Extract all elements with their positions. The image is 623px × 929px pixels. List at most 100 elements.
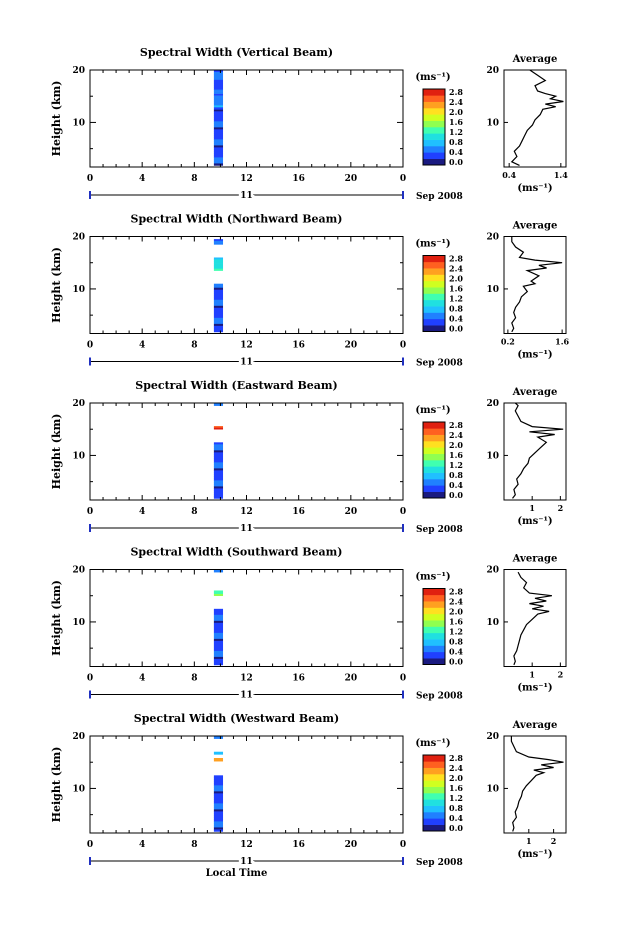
colorbar-swatch [423,114,445,121]
heatmap-cell [213,111,224,114]
average-frame [503,402,567,501]
colorbar-swatch [423,485,445,492]
average-y-tick-label: 10 [486,784,499,794]
heatmap-cell [213,569,224,573]
heatmap-cell [213,317,224,321]
heatmap-cell [213,775,224,778]
average-y-tick-label: 20 [486,566,499,576]
heatmap-cell [213,85,224,88]
heatmap-cell [213,610,224,614]
heatmap-cell [213,795,224,798]
heatmap-cell [213,321,224,325]
x-tick-label: 0 [400,674,406,684]
colorbar-unit: (ms⁻¹) [415,72,450,83]
heatmap-cell [213,131,224,134]
average-profile-line [510,736,564,832]
colorbar-tick-label: 2.0 [449,607,463,617]
colorbar-swatch [423,120,445,128]
colorbar-swatch [423,799,445,806]
colorbar-tick-label: 0.0 [449,324,463,334]
y-tick-label: 10 [72,451,85,461]
colorbar-swatch [423,146,445,153]
colorbar-tick-label: 1.6 [449,783,463,793]
heatmap-cell [213,634,224,638]
average-x-tick-label: 1 [526,836,532,846]
day-label: 11 [240,691,253,701]
colorbar-swatch [423,268,445,275]
heatmap-cell [213,614,224,618]
heatmap-cell [213,119,224,122]
colorbar-swatch [423,645,445,653]
average-profile-line [512,402,564,499]
heatmap-cell [213,799,224,802]
x-tick-label: 0 [87,507,93,517]
heatmap-cell [213,329,224,333]
colorbar-tick-label: 2.4 [449,430,463,440]
x-tick-label: 0 [400,840,406,850]
average-x-tick-label: 0.2 [501,337,515,347]
colorbar-frame [422,754,446,832]
colorbar-swatch [423,133,445,140]
y-axis-label: Height (km) [50,81,63,157]
colorbar-swatch [423,447,445,454]
heatmap-cell [213,295,224,299]
colorbar-tick-label: 2.0 [449,107,463,117]
heatmap-cell [213,656,224,660]
colorbar-swatch [423,767,445,775]
colorbar-tick-label: 0.8 [449,637,463,647]
heatmap-cell [213,297,224,301]
day-label: 11 [240,358,253,368]
heatmap-cell [213,125,224,128]
average-profile-line [513,571,552,666]
heatmap-cell [213,626,224,630]
x-tick-label: 16 [292,341,305,351]
heatmap-cell [213,476,224,479]
x-tick-label: 0 [400,507,406,517]
x-tick-label: 0 [87,341,93,351]
colorbar-swatch [423,780,445,787]
heatmap-cell [213,813,224,816]
x-tick-label: 12 [240,674,253,684]
colorbar-swatch [423,255,445,263]
heatmap-cell [213,147,224,150]
average-title: Average [512,221,558,232]
average-title: Average [512,54,558,65]
x-tick-label: 4 [139,507,145,517]
colorbar-swatch [423,325,445,332]
average-unit-label: (ms⁻¹) [517,350,552,361]
colorbar-tick-label: 1.2 [449,793,463,803]
heatmap-cell [213,807,224,810]
x-tick-label: 4 [139,674,145,684]
heatmap-cell [213,293,224,297]
average-x-tick-label: 2 [558,503,564,513]
heatmap-cell [213,315,224,319]
colorbar-frame [422,588,446,665]
heatmap-cell [213,494,224,497]
colorbar-tick-label: 2.0 [449,440,463,450]
x-tick-label: 8 [191,840,197,850]
heatmap-cell [213,263,224,266]
heatmap-cell [213,618,224,622]
x-tick-label: 0 [400,341,406,351]
main-plot-frame [89,569,404,667]
x-tick-label: 12 [240,174,253,184]
heatmap-cell [213,287,224,291]
colorbar-swatch [423,127,445,134]
heatmap-cell [213,490,224,493]
colorbar-swatch [423,479,445,486]
average-unit-label: (ms⁻¹) [517,183,552,194]
heatmap-cell [213,628,224,632]
heatmap-cell [213,442,224,445]
heatmap-cell [213,313,224,317]
heatmap-cell [213,303,224,307]
heatmap-cell [213,612,224,616]
heatmap-cell [213,805,224,808]
average-y-tick-label: 10 [486,285,499,295]
heatmap-cell [213,829,224,832]
x-tick-label: 8 [191,174,197,184]
heatmap-cell [213,143,224,146]
x-tick-label: 12 [240,507,253,517]
heatmap-cell [213,123,224,126]
heatmap-cell [213,242,224,245]
heatmap-cell [213,821,224,824]
